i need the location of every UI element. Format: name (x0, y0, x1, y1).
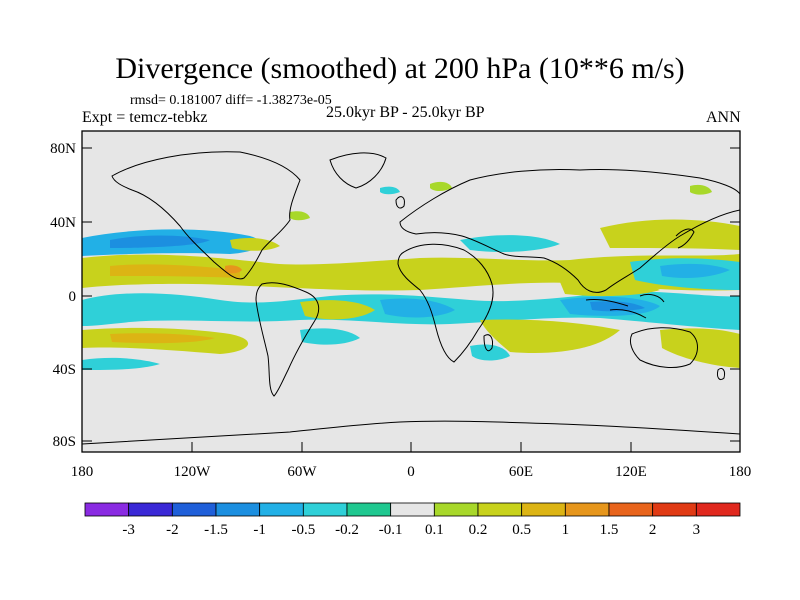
x-tick-label: 180 (729, 464, 752, 480)
coast-new-zealand (717, 367, 725, 381)
colorbar-cell (128, 502, 173, 517)
colorbar: -3 -2 -1.5 -1 -0.5 -0.2 -0.1 0.1 0.2 0.5 1 1.5 2 3 (84, 502, 741, 538)
colorbar-cell (390, 502, 435, 517)
contour-region (290, 211, 310, 221)
contour-region (480, 319, 620, 354)
colorbar-cell (346, 502, 392, 517)
colorbar-label: 3 (693, 522, 701, 538)
y-tick-label: 80N (50, 141, 76, 157)
colorbar-cell (521, 502, 566, 517)
contour-region (660, 263, 730, 278)
colorbar-cell (652, 502, 697, 517)
contour-region (430, 181, 452, 191)
coast-australia (629, 327, 698, 368)
coast-greenland (329, 152, 387, 189)
coast-africa (397, 243, 494, 363)
divergence-field (82, 181, 740, 370)
contour-region (470, 344, 510, 361)
coast-japan (675, 228, 695, 249)
contour-region (590, 301, 645, 312)
colorbar-label: 0.1 (425, 522, 444, 538)
coastlines (82, 151, 740, 445)
experiment-label: Expt = temcz-tebkz (82, 109, 208, 126)
x-tick-label: 180 (71, 464, 94, 480)
colorbar-label: -0.5 (291, 522, 315, 538)
contour-region (560, 279, 660, 297)
period-label: 25.0kyr BP - 25.0kyr BP (326, 104, 485, 121)
contour-region (300, 328, 360, 345)
coast-south-america (255, 282, 320, 397)
x-tick-label: 120W (174, 464, 212, 480)
colorbar-cell (171, 502, 217, 517)
contour-region (225, 265, 242, 274)
contour-region (82, 357, 160, 370)
x-tick-label: 0 (407, 464, 415, 480)
colorbar-label: 0.5 (512, 522, 531, 538)
colorbar-cell (259, 502, 304, 517)
coast-uk (395, 196, 405, 209)
colorbar-cell (564, 502, 610, 517)
colorbar-cell (695, 502, 741, 517)
colorbar-label: 2 (649, 522, 657, 538)
contour-region (660, 328, 740, 368)
y-axis-ticks (82, 147, 740, 442)
x-tick-label: 120E (615, 464, 647, 480)
stats-text: rmsd= 0.181007 diff= -1.38273e-05 (130, 93, 332, 108)
colorbar-cell (215, 502, 261, 517)
colorbar-label: -0.1 (379, 522, 403, 538)
colorbar-cell (433, 502, 479, 517)
x-tick-label: 60E (509, 464, 533, 480)
contour-region (110, 333, 215, 344)
x-axis-ticks (81, 442, 741, 452)
contour-region (380, 298, 455, 318)
y-tick-label: 80S (53, 434, 76, 450)
x-tick-label: 60W (287, 464, 317, 480)
contour-region (460, 235, 560, 252)
colorbar-label: 0.2 (469, 522, 488, 538)
contour-region (690, 184, 712, 195)
y-tick-label: 40N (50, 215, 76, 231)
contour-region (110, 264, 240, 278)
y-tick-label: 40S (53, 362, 76, 378)
colorbar-cell (302, 502, 348, 517)
contour-region (110, 235, 210, 248)
colorbar-cell (608, 502, 654, 517)
contour-region (230, 238, 280, 251)
colorbar-cell (477, 502, 523, 517)
coast-europe-asia (399, 168, 740, 293)
coast-indonesia (585, 293, 665, 319)
colorbar-label: -1 (253, 522, 266, 538)
y-tick-label: 0 (69, 289, 77, 305)
contour-region (600, 219, 740, 250)
colorbar-label: -0.2 (335, 522, 359, 538)
colorbar-label: 1.5 (600, 522, 619, 538)
colorbar-label: -3 (122, 522, 135, 538)
colorbar-label: 1 (562, 522, 570, 538)
colorbar-cell (84, 502, 130, 517)
plot-title: Divergence (smoothed) at 200 hPa (10**6 … (115, 52, 685, 85)
season-label: ANN (706, 109, 741, 126)
colorbar-label: -2 (166, 522, 179, 538)
coast-madagascar (483, 334, 493, 352)
coast-antarctica (82, 420, 740, 445)
contour-region (380, 186, 400, 195)
colorbar-label: -1.5 (204, 522, 228, 538)
coast-north-america (111, 151, 301, 280)
